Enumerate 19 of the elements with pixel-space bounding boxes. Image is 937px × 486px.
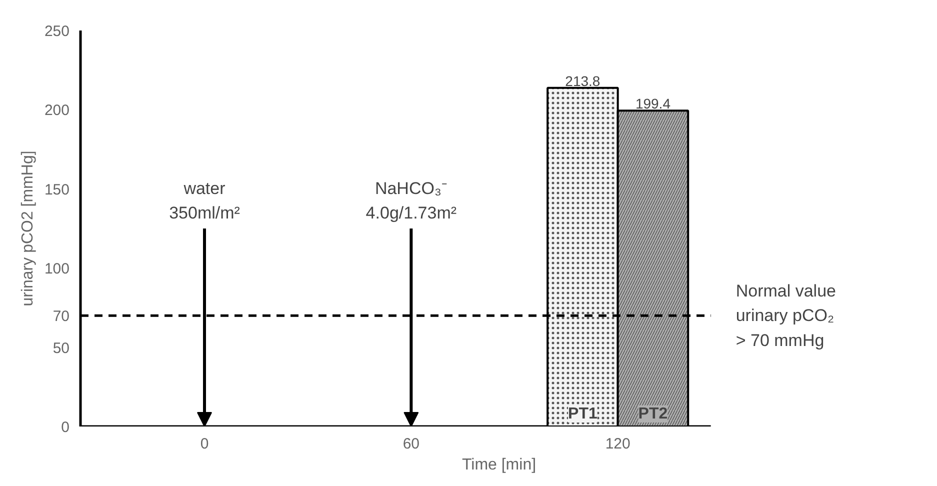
ref-line-label: Normal value urinary pCO₂ > 70 mmHg (736, 281, 836, 350)
y-tick-label: 200 (44, 102, 70, 120)
y-tick-label: 150 (44, 181, 70, 198)
y-tick-label: 250 (44, 23, 70, 40)
y-tick-label: 70 (52, 308, 70, 326)
y-axis-title: urinary pCO2 [mmHg] (19, 150, 36, 306)
series-label: PT2 (638, 406, 668, 422)
x-tick-label: 60 (402, 436, 420, 452)
series-label: PT1 (568, 406, 598, 422)
annotation: NaHCO₃⁻ 4.0g/1.73m² (366, 178, 457, 222)
y-tick-label: 0 (61, 419, 70, 436)
x-axis-title: Time [min] (462, 456, 536, 474)
x-tick-label: 0 (200, 436, 209, 452)
data-label: 199.4 (635, 96, 671, 112)
y-tick-label: 50 (52, 340, 70, 357)
x-tick-label: 120 (605, 436, 630, 452)
y-tick-label: 100 (44, 260, 70, 278)
annotation: water 350ml/m² (169, 178, 240, 222)
data-label: 213.8 (565, 72, 600, 89)
